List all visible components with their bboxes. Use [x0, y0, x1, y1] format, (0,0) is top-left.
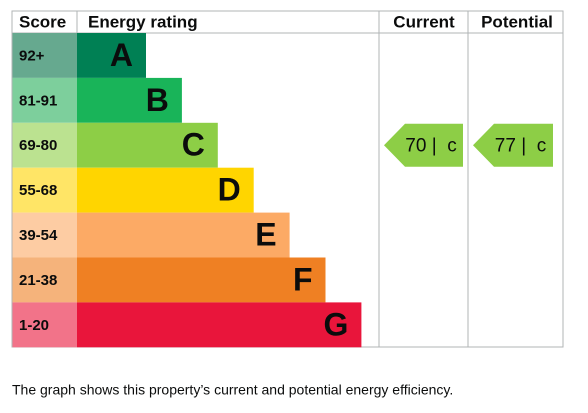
rating-letter: B: [146, 82, 169, 118]
score-cell: [12, 167, 77, 213]
current-arrow: [384, 123, 463, 167]
score-label: 39-54: [19, 227, 58, 244]
caption: The graph shows this property’s current …: [12, 382, 453, 398]
score-label: 21-38: [19, 272, 57, 289]
score-label: 1-20: [19, 317, 49, 334]
score-label: 69-80: [19, 137, 57, 154]
rating-letter: C: [182, 127, 205, 163]
rating-bar: [77, 77, 182, 123]
rating-bar: [77, 33, 146, 78]
current-label: 70 | c: [405, 135, 456, 156]
rating-letter: A: [110, 37, 133, 73]
score-cell: [12, 122, 77, 168]
potential-arrow: [473, 123, 553, 167]
rating-bar: [77, 257, 326, 303]
rating-letter: G: [324, 306, 349, 342]
header-rating: Energy rating: [88, 12, 198, 31]
score-label: 81-91: [19, 92, 57, 109]
rating-letter: E: [255, 217, 276, 253]
score-cell: [12, 212, 77, 258]
rating-letter: F: [293, 261, 313, 297]
header-current: Current: [393, 12, 455, 31]
rating-letter: D: [218, 172, 241, 208]
rating-bar: [77, 167, 254, 213]
potential-label: 77 | c: [495, 135, 546, 156]
rating-bar: [77, 122, 218, 168]
score-cell: [12, 33, 77, 78]
score-label: 92+: [19, 47, 45, 64]
header-potential: Potential: [481, 12, 553, 31]
score-cell: [12, 77, 77, 123]
header-score: Score: [19, 12, 66, 31]
rating-bar: [77, 302, 362, 348]
score-cell: [12, 302, 77, 348]
score-cell: [12, 257, 77, 303]
rating-bar: [77, 212, 290, 258]
score-label: 55-68: [19, 182, 57, 199]
